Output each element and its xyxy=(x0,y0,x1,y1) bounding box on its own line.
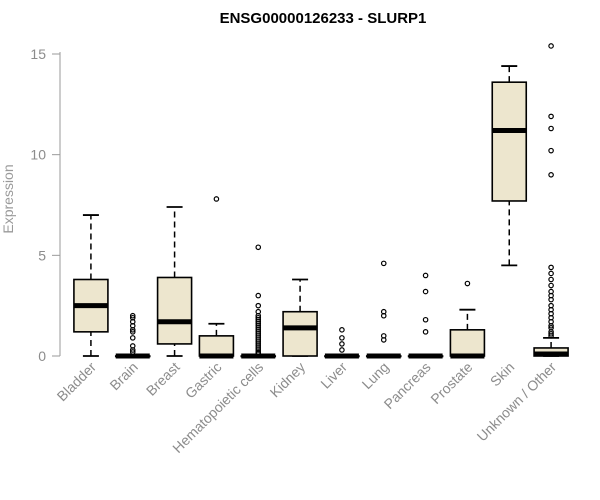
outlier-point xyxy=(548,282,554,289)
outlier-point xyxy=(129,335,136,341)
box-iqr xyxy=(491,81,528,202)
outlier-point xyxy=(422,329,429,335)
y-tick-label: 5 xyxy=(38,247,46,263)
box-breast xyxy=(156,206,193,357)
outlier-point xyxy=(548,113,554,120)
outlier-point xyxy=(255,302,262,309)
box-skin xyxy=(491,65,528,267)
boxes xyxy=(73,43,569,359)
box-prostate xyxy=(449,280,486,359)
outlier-point xyxy=(255,292,262,299)
outlier-point xyxy=(548,276,554,283)
outlier-point xyxy=(255,308,262,315)
y-ticks: 0 5 10 15 xyxy=(30,46,60,364)
outlier-point xyxy=(213,196,220,202)
x-tick-label: Skin xyxy=(487,359,518,390)
outlier-point xyxy=(422,272,429,279)
box-bladder xyxy=(73,214,109,357)
box-unknown-other xyxy=(533,43,569,357)
outlier-point xyxy=(422,316,429,323)
box-iqr xyxy=(198,335,235,357)
y-axis-label: Expression xyxy=(0,164,16,233)
box-pancreas xyxy=(407,272,444,359)
outlier-point xyxy=(339,335,345,341)
outlier-point xyxy=(339,327,345,333)
x-tick-label: Bladder xyxy=(54,359,100,405)
x-tick-label: Brain xyxy=(106,359,140,393)
outlier-point xyxy=(339,341,345,347)
box-iqr xyxy=(156,276,193,345)
box-lung xyxy=(365,260,402,359)
outlier-point xyxy=(129,312,136,319)
outlier-point xyxy=(464,280,471,287)
outlier-point xyxy=(129,343,136,349)
outlier-point xyxy=(129,349,136,355)
box-brain xyxy=(114,312,151,359)
outlier-point xyxy=(255,314,262,321)
outlier-point xyxy=(129,314,136,321)
outlier-point xyxy=(422,288,429,295)
x-tick-label: Liver xyxy=(317,359,350,392)
box-liver xyxy=(324,327,360,359)
y-tick-label: 0 xyxy=(38,348,46,364)
x-tick-label: Pancreas xyxy=(381,359,434,412)
outlier-point xyxy=(548,172,554,178)
outlier-point xyxy=(548,288,554,295)
y-tick-label: 10 xyxy=(30,147,46,163)
y-tick-label: 15 xyxy=(30,46,46,62)
x-tick-label: Prostate xyxy=(427,359,475,407)
x-tick-label: Lung xyxy=(359,359,392,392)
outlier-point xyxy=(380,260,387,267)
outlier-point xyxy=(548,264,554,271)
box-iqr xyxy=(282,310,318,357)
outlier-point xyxy=(548,125,554,132)
outlier-point xyxy=(129,329,136,335)
outlier-point xyxy=(548,302,554,309)
box-iqr xyxy=(449,329,486,357)
box-kidney xyxy=(282,278,318,357)
box-gastric xyxy=(198,196,235,359)
chart-title: ENSG00000126233 - SLURP1 xyxy=(220,10,427,27)
box-hematopoietic-cells xyxy=(240,244,277,359)
outlier-point xyxy=(548,270,554,277)
x-tick-label: Unknown / Other xyxy=(474,359,560,445)
outlier-point xyxy=(339,347,345,353)
outlier-point xyxy=(548,325,554,331)
outlier-point xyxy=(548,331,554,337)
outlier-point xyxy=(380,333,387,339)
outlier-point xyxy=(380,308,387,315)
outlier-point xyxy=(548,43,554,49)
x-tick-label: Kidney xyxy=(267,359,309,401)
x-tick-label: Breast xyxy=(143,359,183,399)
outlier-point xyxy=(548,147,554,154)
outlier-point xyxy=(255,244,262,251)
